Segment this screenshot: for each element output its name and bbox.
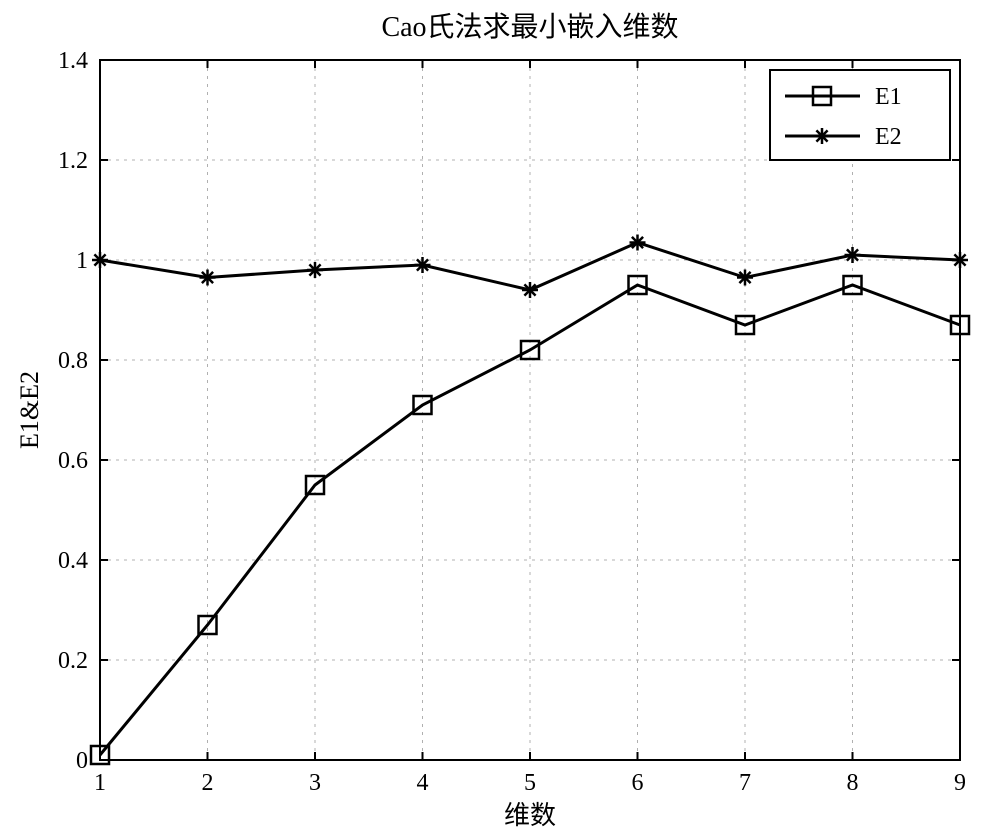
marker-asterisk (630, 235, 646, 251)
legend-label-E1: E1 (875, 84, 902, 110)
marker-asterisk (200, 270, 216, 286)
ytick-label: 1.2 (58, 148, 88, 174)
marker-asterisk (952, 252, 968, 268)
xtick-label: 2 (202, 770, 214, 796)
xtick-label: 9 (954, 770, 966, 796)
ytick-label: 0.4 (58, 548, 88, 574)
chart-container: 1 2 3 4 5 6 7 8 9 0 0.2 0.4 0.6 0.8 1 1.2 1.4 维数 E1&E2 Cao氏… (0, 0, 1000, 834)
xtick-label: 7 (739, 770, 751, 796)
xtick-label: 5 (524, 770, 536, 796)
xtick-label: 8 (847, 770, 859, 796)
ytick-label: 0.8 (58, 348, 88, 374)
marker-asterisk (814, 128, 830, 144)
xtick-label: 6 (632, 770, 644, 796)
marker-asterisk (737, 270, 753, 286)
xtick-label: 4 (417, 770, 429, 796)
marker-asterisk (307, 262, 323, 278)
x-axis-label: 维数 (504, 801, 556, 830)
ytick-label: 0 (76, 748, 88, 774)
ytick-label: 1 (76, 248, 88, 274)
ytick-label: 0.6 (58, 448, 88, 474)
marker-asterisk (522, 282, 538, 298)
legend-box (770, 70, 950, 160)
legend-label-E2: E2 (875, 124, 902, 150)
chart-svg: 1 2 3 4 5 6 7 8 9 0 0.2 0.4 0.6 0.8 1 1.2 1.4 维数 E1&E2 Cao氏… (0, 0, 1000, 834)
chart-title: Cao氏法求最小嵌入维数 (381, 11, 678, 43)
marker-asterisk (92, 252, 108, 268)
marker-asterisk (845, 247, 861, 263)
xtick-label: 3 (309, 770, 321, 796)
xtick-label: 1 (94, 770, 106, 796)
ytick-label: 1.4 (58, 48, 88, 74)
y-axis-label: E1&E2 (15, 371, 44, 449)
marker-asterisk (415, 257, 431, 273)
ytick-label: 0.2 (58, 648, 88, 674)
